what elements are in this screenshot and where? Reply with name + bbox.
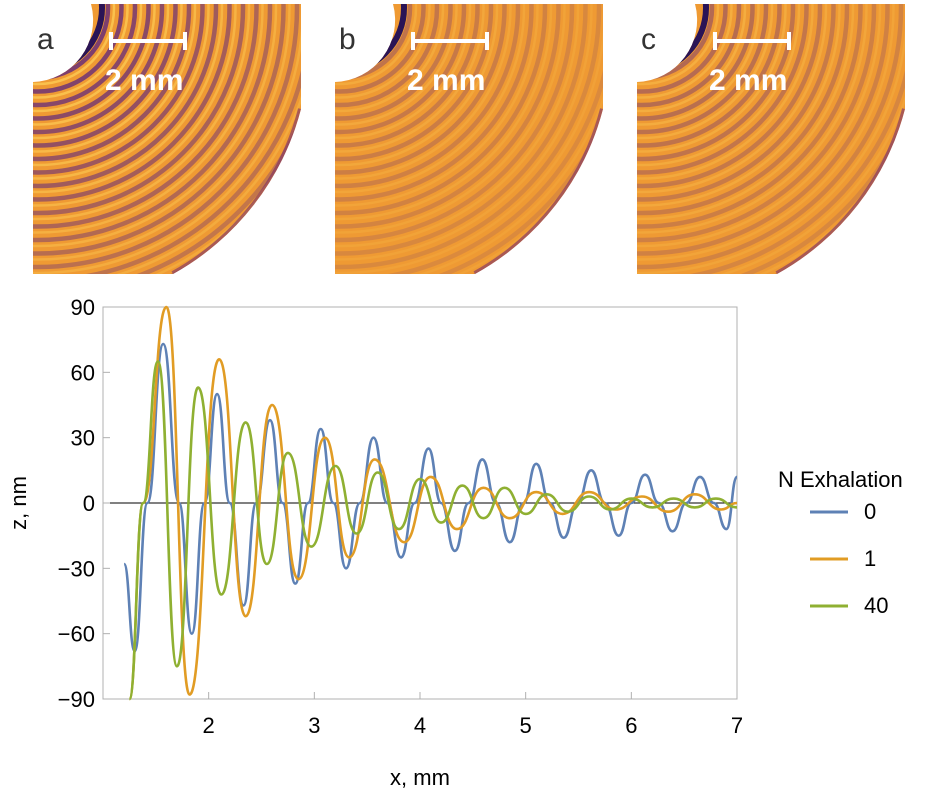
x-tick-label: 2 [203,713,215,738]
y-tick-label: −90 [58,687,95,712]
legend-title: N Exhalation [778,467,903,492]
x-tick-label: 4 [414,713,426,738]
x-tick-label: 5 [520,713,532,738]
y-tick-label: 0 [83,491,95,516]
panel-letter: b [339,23,356,56]
y-tick-label: 60 [71,360,95,385]
series-line-40 [128,360,737,701]
scale-bar-label: 2 mm [709,64,787,97]
scale-bar-label: 2 mm [105,64,183,97]
legend-label-40: 40 [864,593,888,618]
legend-label-1: 1 [864,546,876,571]
x-tick-label: 3 [308,713,320,738]
y-axis-title: z, nm [6,476,31,530]
x-tick-label: 7 [731,713,743,738]
x-axis-title: x, mm [390,765,450,790]
panel-letter: c [641,23,656,56]
panel-a-image [33,4,301,274]
scale-bar [109,32,187,50]
y-tick-label: 30 [71,426,95,451]
y-tick-label: 90 [71,295,95,320]
x-tick-label: 6 [625,713,637,738]
scale-bar [411,32,489,50]
scale-bar-label: 2 mm [407,64,485,97]
panel-letter: a [37,23,54,56]
scale-bar [713,32,791,50]
line-chart: 90 60 30 0 −30 −60 −90 2 3 4 5 6 7 x, mm z, nm N Exhala… [6,295,903,790]
series-line-1 [128,305,737,701]
y-tick-label: −30 [58,556,95,581]
y-tick-label: −60 [58,622,95,647]
microscopy-panels: a 2 mm b 2 mm c 2 mm [33,4,905,274]
legend-label-0: 0 [864,499,876,524]
